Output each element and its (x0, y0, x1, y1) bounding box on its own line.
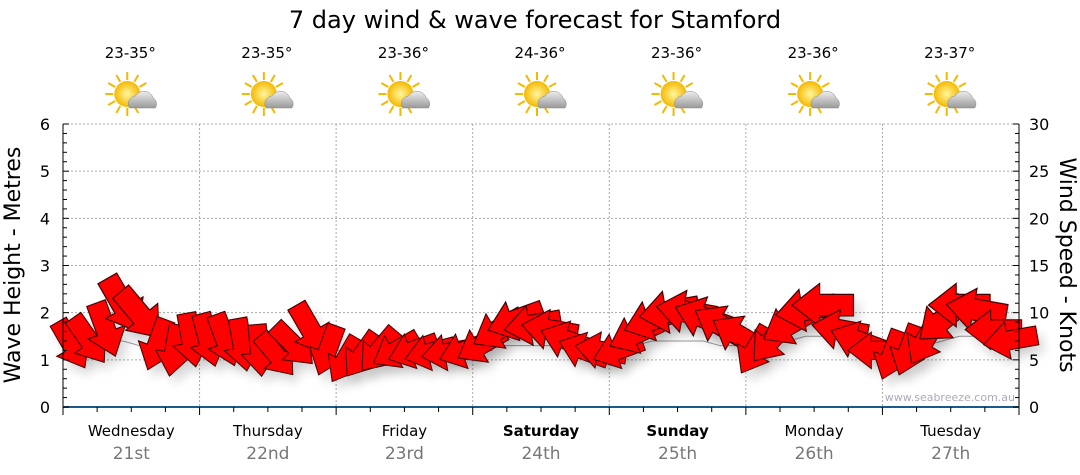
sun-ray (654, 82, 662, 88)
y2-tick-label: 25 (1029, 162, 1049, 181)
sun-ray (934, 74, 941, 83)
y2-tick-label: 0 (1029, 398, 1039, 417)
sun-ray (107, 82, 116, 88)
sun-ray (406, 74, 413, 83)
sun-ray (244, 100, 253, 106)
day-label: Thursday (232, 422, 303, 440)
wind-arrow (86, 299, 127, 358)
chart-title: 7 day wind & wave forecast for Stamford (289, 6, 781, 34)
sun-ray (525, 105, 531, 114)
y-tick-label: 0 (40, 398, 50, 417)
y-tick-label: 1 (40, 351, 50, 370)
temperature-label: 23-36° (378, 44, 429, 62)
cloud (264, 90, 294, 109)
cloud (537, 90, 567, 109)
sun-ray (798, 74, 805, 83)
sun-ray (388, 105, 395, 114)
sun-ray (115, 105, 122, 114)
sun-ray (661, 74, 668, 83)
cloud (810, 90, 840, 109)
date-label: 27th (931, 444, 970, 464)
y2-tick-label: 5 (1029, 351, 1039, 370)
sun-ray (790, 82, 799, 88)
sun-ray (790, 100, 799, 106)
sun-ray (654, 100, 662, 106)
sun-ray (388, 74, 395, 83)
day-label: Saturday (503, 422, 580, 440)
sun-cloud-icon (924, 72, 977, 116)
temperature-label: 23-35° (241, 44, 292, 62)
sun-ray (952, 74, 959, 83)
date-label: 23rd (385, 444, 424, 464)
sun-ray (275, 82, 284, 88)
sun-cloud-icon (651, 72, 704, 116)
sun-ray (821, 82, 830, 88)
day-label: Wednesday (88, 422, 175, 440)
sun-ray (543, 74, 549, 83)
sun-cloud-icon (378, 72, 430, 116)
sun-ray (525, 74, 531, 83)
sun-ray (798, 105, 805, 114)
date-label: 24th (521, 444, 560, 464)
y-tick-label: 2 (40, 304, 50, 323)
sun-ray (958, 82, 967, 88)
temperature-label: 23-35° (105, 44, 156, 62)
temperature-label: 23-36° (651, 44, 702, 62)
y2-tick-label: 20 (1029, 209, 1049, 228)
sun-ray (517, 82, 526, 88)
day-label: Friday (382, 422, 428, 440)
cloud (127, 90, 157, 109)
day-label: Sunday (646, 422, 709, 440)
cloud (401, 90, 430, 109)
sun-ray (251, 105, 258, 114)
sun-ray (412, 82, 420, 88)
y2-tick-label: 30 (1029, 115, 1049, 134)
y-tick-label: 4 (40, 209, 50, 228)
sun-ray (934, 105, 941, 114)
wind-arrow (982, 320, 1040, 361)
cloud (674, 90, 704, 109)
day-label: Tuesday (919, 422, 981, 440)
day-label: Monday (785, 422, 844, 440)
sun-ray (927, 82, 936, 88)
sun-ray (517, 100, 526, 106)
sun-ray (138, 82, 147, 88)
temperature-label: 24-36° (514, 44, 565, 62)
date-label: 26th (795, 444, 834, 464)
y2-tick-label: 15 (1029, 257, 1049, 276)
y-axis-label: Wave Height - Metres (1, 147, 26, 384)
y2-tick-label: 10 (1029, 304, 1049, 323)
sun-ray (679, 74, 686, 83)
temperature-label: 23-37° (924, 44, 975, 62)
sun-ray (816, 74, 823, 83)
sun-ray (380, 82, 389, 88)
sun-ray (244, 82, 253, 88)
sun-cloud-icon (788, 72, 840, 116)
sun-ray (548, 82, 557, 88)
y2-axis-label: Wind Speed - Knots (1054, 157, 1079, 372)
sun-ray (133, 74, 140, 83)
sun-cloud-icon (515, 72, 567, 116)
sun-ray (685, 82, 694, 88)
cloud (947, 90, 977, 109)
date-label: 25th (658, 444, 697, 464)
sun-ray (251, 74, 258, 83)
y-tick-label: 5 (40, 162, 50, 181)
sun-cloud-icon (241, 72, 294, 116)
y-tick-label: 3 (40, 257, 50, 276)
sun-ray (269, 74, 276, 83)
date-label: 22nd (246, 444, 289, 464)
sun-ray (115, 74, 122, 83)
date-label: 21st (113, 444, 150, 464)
sun-ray (661, 105, 668, 114)
sun-ray (107, 100, 116, 106)
sun-ray (927, 100, 936, 106)
watermark: www.seabreeze.com.au (885, 391, 1015, 404)
temperature-label: 23-36° (788, 44, 839, 62)
y-tick-label: 6 (40, 115, 50, 134)
sun-cloud-icon (105, 72, 157, 116)
sun-ray (380, 100, 389, 106)
